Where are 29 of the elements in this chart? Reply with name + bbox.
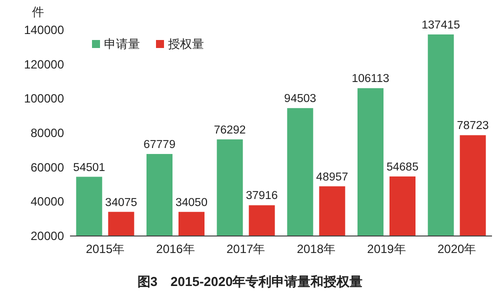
- data-label: 48957: [316, 171, 348, 184]
- x-tick-label: 2016年: [156, 242, 195, 256]
- data-label: 37916: [246, 190, 278, 202]
- text: 图3 2015-2020年专利申请量和授权量: [137, 274, 363, 289]
- y-tick-label: 40000: [30, 194, 64, 209]
- data-label: 54685: [386, 161, 418, 174]
- data-label: 76292: [214, 124, 246, 136]
- y-tick-label: 120000: [24, 57, 64, 72]
- legend-label: 授权量: [168, 37, 204, 51]
- x-tick-label: 2020年: [437, 242, 476, 256]
- data-label: 34050: [176, 196, 208, 209]
- x-tick-label: 2019年: [367, 242, 406, 256]
- x-tick-label: 2015年: [86, 242, 125, 256]
- y-tick-label: 80000: [30, 126, 64, 140]
- legend-label: 申请量: [104, 37, 140, 51]
- data-label: 137415: [422, 19, 460, 32]
- data-label: 54501: [73, 162, 106, 174]
- y-tick-label: 60000: [30, 160, 64, 174]
- y-axis-title: 件: [32, 5, 44, 19]
- data-label: 94503: [284, 93, 316, 106]
- data-label: 78723: [456, 120, 489, 132]
- y-tick-label: 20000: [30, 229, 64, 243]
- data-label: 106113: [352, 73, 390, 86]
- x-tick-label: 2018年: [296, 242, 336, 256]
- x-tick-label: 2017年: [226, 242, 266, 256]
- data-label: 34075: [105, 196, 138, 209]
- data-label: 67779: [144, 138, 176, 151]
- y-tick-label: 100000: [24, 92, 64, 106]
- y-tick-label: 140000: [24, 23, 64, 37]
